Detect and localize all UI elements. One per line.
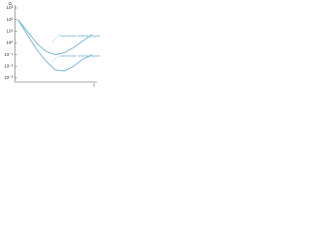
y-tick-label: 10³ <box>6 5 13 10</box>
y-tick-label: 10¹ <box>6 29 13 34</box>
series-line <box>17 19 93 72</box>
y-tick-label: 10⁻² <box>4 64 13 69</box>
annotation-leader <box>51 36 58 43</box>
x-axis-label: f <box>93 83 95 88</box>
series-line <box>17 19 93 56</box>
y-axis-label: Ω <box>8 1 12 6</box>
y-tick-label: 10⁻¹ <box>4 52 13 57</box>
series-label: Connector shield (figure 11a) <box>58 33 100 38</box>
page: {"chart_data": {"type": "line", "y_label… <box>0 0 320 90</box>
y-tick-label: 10⁰ <box>6 40 13 45</box>
chart: Ω f 10³ 10² 10¹ 10⁰ 10⁻¹ 10⁻² 10⁻³ Connector sh… <box>4 1 100 88</box>
y-tick-label: 10² <box>6 17 13 22</box>
series-label: Connector shield (figure 11b) <box>58 53 100 58</box>
y-tick-label: 10⁻³ <box>4 75 13 80</box>
annotation-leader <box>51 56 58 63</box>
